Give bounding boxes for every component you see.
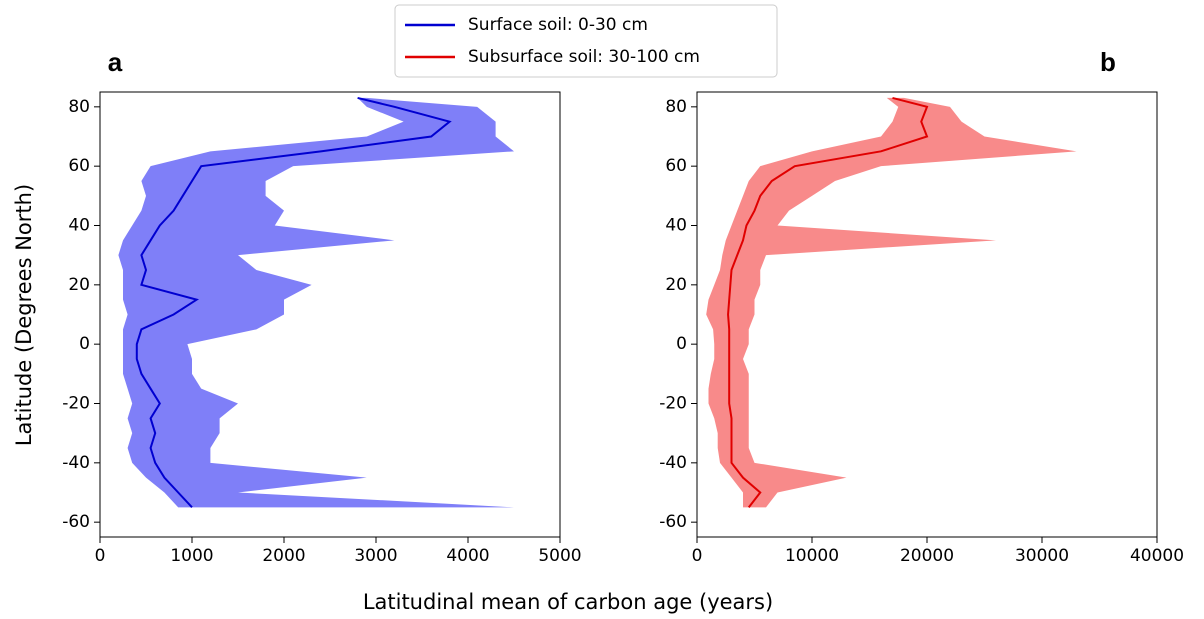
y-tick-label: 0 [676,334,687,354]
y-tick-label: 20 [68,275,90,295]
uncertainty-band [706,97,1077,508]
x-axis-label: Latitudinal mean of carbon age (years) [363,590,773,614]
y-tick-label: -60 [659,512,687,532]
x-tick-label: 0 [95,546,106,566]
panel-label: b [1100,47,1116,77]
y-tick-label: 60 [665,156,687,176]
x-tick-label: 40000 [1130,546,1184,566]
x-tick-label: 1000 [170,546,213,566]
panel-label: a [108,47,123,77]
y-tick-label: 20 [665,275,687,295]
x-tick-label: 30000 [1015,546,1069,566]
legend-box [394,4,778,78]
x-tick-label: 0 [692,546,703,566]
y-tick-label: 80 [68,97,90,117]
y-tick-label: -20 [659,394,687,414]
y-axis-label: Latitude (Degrees North) [12,184,36,446]
mean-line [727,96,929,508]
x-tick-label: 10000 [785,546,839,566]
x-tick-label: 5000 [538,546,581,566]
y-tick-label: 40 [665,216,687,236]
legend-label: Surface soil: 0-30 cm [468,15,648,35]
uncertainty-band [118,97,515,508]
y-tick-label: -60 [62,512,90,532]
y-tick-label: 60 [68,156,90,176]
y-tick-label: 80 [665,97,687,117]
x-tick-label: 2000 [262,546,305,566]
x-tick-label: 20000 [900,546,954,566]
x-tick-label: 4000 [446,546,489,566]
y-tick-label: -40 [659,453,687,473]
y-tick-label: -40 [62,453,90,473]
legend-label: Subsurface soil: 30-100 cm [468,47,700,67]
mean-line [135,96,452,509]
y-tick-label: -20 [62,394,90,414]
y-tick-label: 40 [68,216,90,236]
x-tick-label: 3000 [354,546,397,566]
axes-frame [99,91,561,538]
y-tick-label: 0 [79,334,90,354]
